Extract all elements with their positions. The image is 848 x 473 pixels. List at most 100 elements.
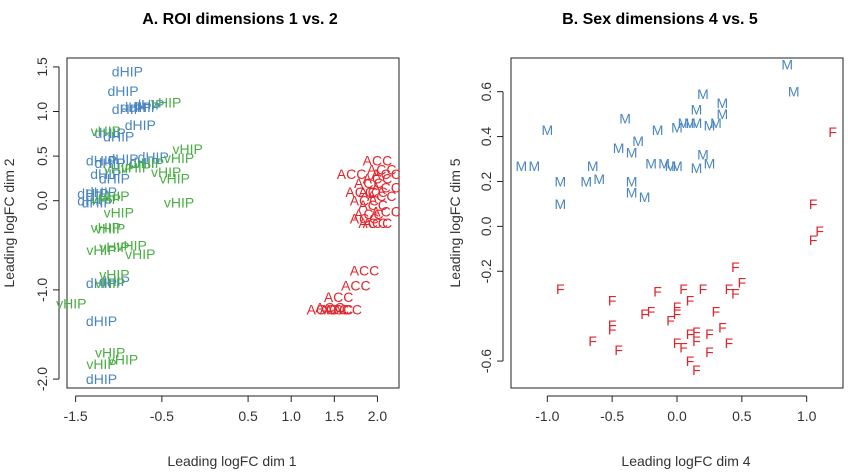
y-tick-label: 0.2 [478, 172, 494, 192]
point-label-acc: ACC [332, 302, 362, 318]
y-tick-label: 0.0 [34, 191, 50, 211]
point-label-f: F [686, 353, 695, 369]
point-label-dhip: dHIP [77, 193, 108, 209]
point-label-vhip: vHIP [117, 237, 147, 253]
y-tick-label: -0.2 [478, 259, 494, 283]
point-label-f: F [738, 274, 747, 290]
point-label-m: M [678, 115, 690, 131]
point-label-m: M [645, 156, 657, 172]
point-label-acc: ACC [363, 215, 393, 231]
y-tick-label: 0.4 [478, 127, 494, 147]
x-tick-label: -0.5 [150, 408, 174, 424]
y-tick-label: 0.5 [34, 146, 50, 166]
point-label-m: M [697, 86, 709, 102]
point-label-vhip: vHIP [104, 161, 134, 177]
point-label-acc: ACC [324, 302, 354, 318]
point-label-m: M [593, 171, 605, 187]
point-label-m: M [626, 185, 638, 201]
point-label-f: F [679, 281, 688, 297]
point-label-vhip: vHIP [104, 204, 134, 220]
point-label-m: M [652, 122, 664, 138]
point-label-dhip: dHIP [86, 275, 117, 291]
point-label-vhip: vHIP [160, 170, 190, 186]
point-label-dhip: dHIP [99, 170, 130, 186]
point-label-m: M [671, 158, 683, 174]
point-label-acc: ACC [363, 170, 393, 186]
x-axis-label-b: Leading logFC dim 4 [621, 453, 750, 469]
point-label-f: F [614, 342, 623, 358]
point-label-acc: ACC [371, 203, 401, 219]
point-label-dhip: dHIP [82, 194, 113, 210]
point-label-f: F [809, 232, 818, 248]
x-axis-b: -1.0 -0.5 0.0 0.5 1.0 [535, 395, 817, 424]
point-label-dhip: dHIP [95, 155, 126, 171]
point-label-f: F [666, 313, 675, 329]
point-label-f: F [673, 299, 682, 315]
point-label-dhip: dHIP [120, 99, 151, 115]
point-label-m: M [671, 120, 683, 136]
x-tick-label: -1.0 [535, 408, 559, 424]
point-label-acc: ACC [307, 302, 337, 318]
point-label-vhip: vHIP [151, 164, 181, 180]
point-label-f: F [673, 306, 682, 322]
point-label-dhip: dHIP [112, 101, 143, 117]
point-label-m: M [691, 160, 703, 176]
point-label-acc: ACC [350, 211, 380, 227]
point-label-vhip: vHIP [151, 95, 181, 111]
point-label-m: M [580, 173, 592, 189]
y-tick-label: 1.0 [34, 102, 50, 122]
point-label-f: F [705, 344, 714, 360]
point-label-dhip: dHIP [138, 149, 169, 165]
chart-title-b: B. Sex dimensions 4 vs. 5 [562, 11, 758, 28]
point-label-vhip: vHIP [95, 275, 125, 291]
point-label-vhip: vHIP [99, 188, 129, 204]
point-label-dhip: dHIP [107, 151, 138, 167]
point-label-acc: ACC [345, 184, 375, 200]
point-label-f: F [712, 304, 721, 320]
point-label-m: M [704, 156, 716, 172]
x-axis-a: -1.5 -0.5 0.5 1.0 1.5 2.0 [64, 395, 387, 424]
point-label-vhip: vHIP [86, 242, 116, 258]
point-label-dhip: dHIP [129, 99, 160, 115]
point-label-m: M [619, 111, 631, 127]
point-label-m: M [704, 117, 716, 133]
point-label-f: F [692, 362, 701, 378]
point-label-vhip: vHIP [91, 123, 121, 139]
point-label-f: F [608, 317, 617, 333]
y-tick-label: 0.0 [478, 216, 494, 236]
point-label-acc: ACC [354, 206, 384, 222]
point-label-f: F [679, 340, 688, 356]
point-label-f: F [556, 281, 565, 297]
point-label-dhip: dHIP [112, 63, 143, 79]
point-label-dhip: dHIP [133, 96, 164, 112]
point-label-f: F [731, 259, 740, 275]
point-label-acc: ACC [371, 166, 401, 182]
panel-sex: B. Sex dimensions 4 vs. 5 -1.0 -0.5 0.0 0.5… [447, 11, 844, 469]
x-tick-label: 0.5 [732, 408, 752, 424]
point-label-dhip: dHIP [103, 128, 134, 144]
point-label-vhip: vHIP [95, 220, 125, 236]
point-label-vhip: vHIP [99, 267, 129, 283]
point-label-f: F [608, 322, 617, 338]
point-label-vhip: vHIP [56, 295, 86, 311]
point-label-acc: ACC [354, 175, 384, 191]
x-tick-label: 1.5 [325, 408, 345, 424]
point-label-m: M [781, 57, 793, 73]
point-label-acc: ACC [363, 153, 393, 169]
y-axis-label-b: Leading logFC dim 5 [447, 158, 463, 287]
chart-title-a: A. ROI dimensions 1 vs. 2 [142, 11, 338, 28]
point-label-m: M [697, 147, 709, 163]
point-label-dhip: dHIP [86, 184, 117, 200]
point-label-f: F [828, 124, 837, 140]
point-label-f: F [640, 306, 649, 322]
point-label-acc: ACC [358, 184, 388, 200]
point-label-m: M [691, 115, 703, 131]
point-label-acc: ACC [324, 289, 354, 305]
point-label-f: F [647, 304, 656, 320]
point-label-m: M [554, 173, 566, 189]
y-axis-label-a: Leading logFC dim 2 [1, 158, 17, 287]
point-label-vhip: vHIP [164, 194, 194, 210]
point-label-acc: ACC [320, 302, 350, 318]
point-label-f: F [692, 333, 701, 349]
point-label-m: M [639, 189, 651, 205]
